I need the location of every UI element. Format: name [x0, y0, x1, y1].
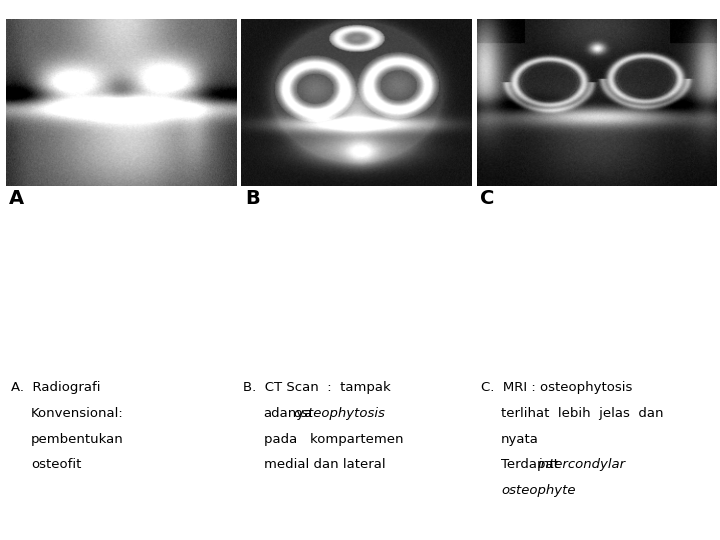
Text: osteofit: osteofit [31, 458, 81, 471]
Text: pada   kompartemen: pada kompartemen [264, 433, 403, 446]
Text: Konvensional:: Konvensional: [31, 407, 124, 420]
Text: terlihat  lebih  jelas  dan: terlihat lebih jelas dan [501, 407, 664, 420]
Text: intercondylar: intercondylar [537, 458, 625, 471]
Text: osteophytosis: osteophytosis [294, 407, 386, 420]
Text: B.  CT Scan  :  tampak: B. CT Scan : tampak [243, 381, 391, 394]
Text: C.  MRI : osteophytosis: C. MRI : osteophytosis [481, 381, 632, 394]
Text: C: C [480, 189, 495, 208]
Text: B: B [245, 189, 259, 208]
Text: A: A [9, 189, 24, 208]
Text: medial dan lateral: medial dan lateral [264, 458, 385, 471]
Text: pembentukan: pembentukan [31, 433, 124, 446]
Text: A.  Radiografi: A. Radiografi [11, 381, 100, 394]
Text: osteophyte: osteophyte [501, 484, 575, 497]
Text: adanya: adanya [264, 407, 312, 420]
Text: nyata: nyata [501, 433, 539, 446]
Text: Terdapat: Terdapat [501, 458, 563, 471]
